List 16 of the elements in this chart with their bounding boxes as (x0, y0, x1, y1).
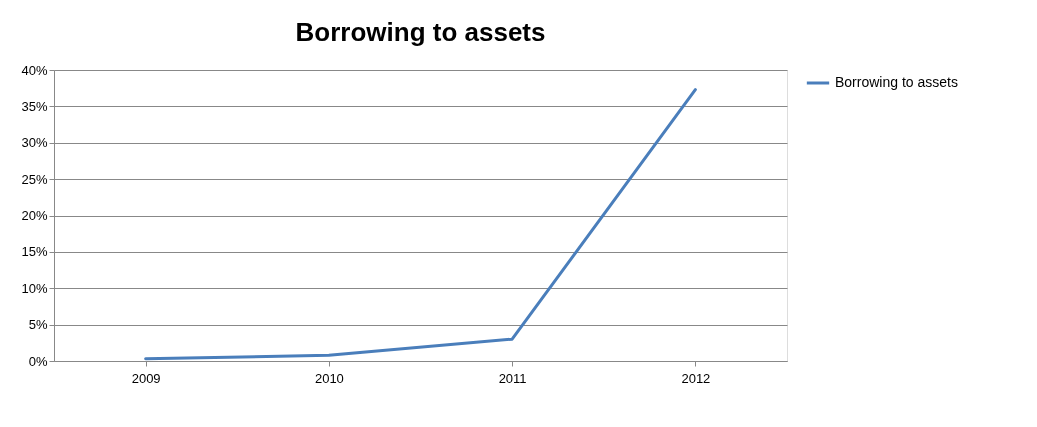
x-tick-label: 2010 (314, 370, 344, 386)
x-tick-label: 2012 (681, 370, 711, 386)
y-tick-label: 15% (21, 244, 48, 260)
chart-title: Borrowing to assets (295, 17, 546, 47)
y-tick-label: 40% (21, 62, 48, 78)
y-tick-label: 5% (28, 317, 48, 333)
y-tick-label: 25% (21, 171, 48, 187)
y-tick-label: 20% (21, 208, 48, 223)
x-tick-label: 2009 (131, 370, 161, 386)
x-tick-label: 2011 (498, 370, 527, 386)
y-tick-label: 0% (28, 353, 48, 369)
y-tick-label: 35% (21, 98, 48, 114)
legend-label: Borrowing to assets (835, 74, 958, 90)
line-series (144, 88, 697, 361)
y-tick-label: 10% (21, 280, 48, 296)
y-tick-label: 30% (21, 135, 48, 151)
